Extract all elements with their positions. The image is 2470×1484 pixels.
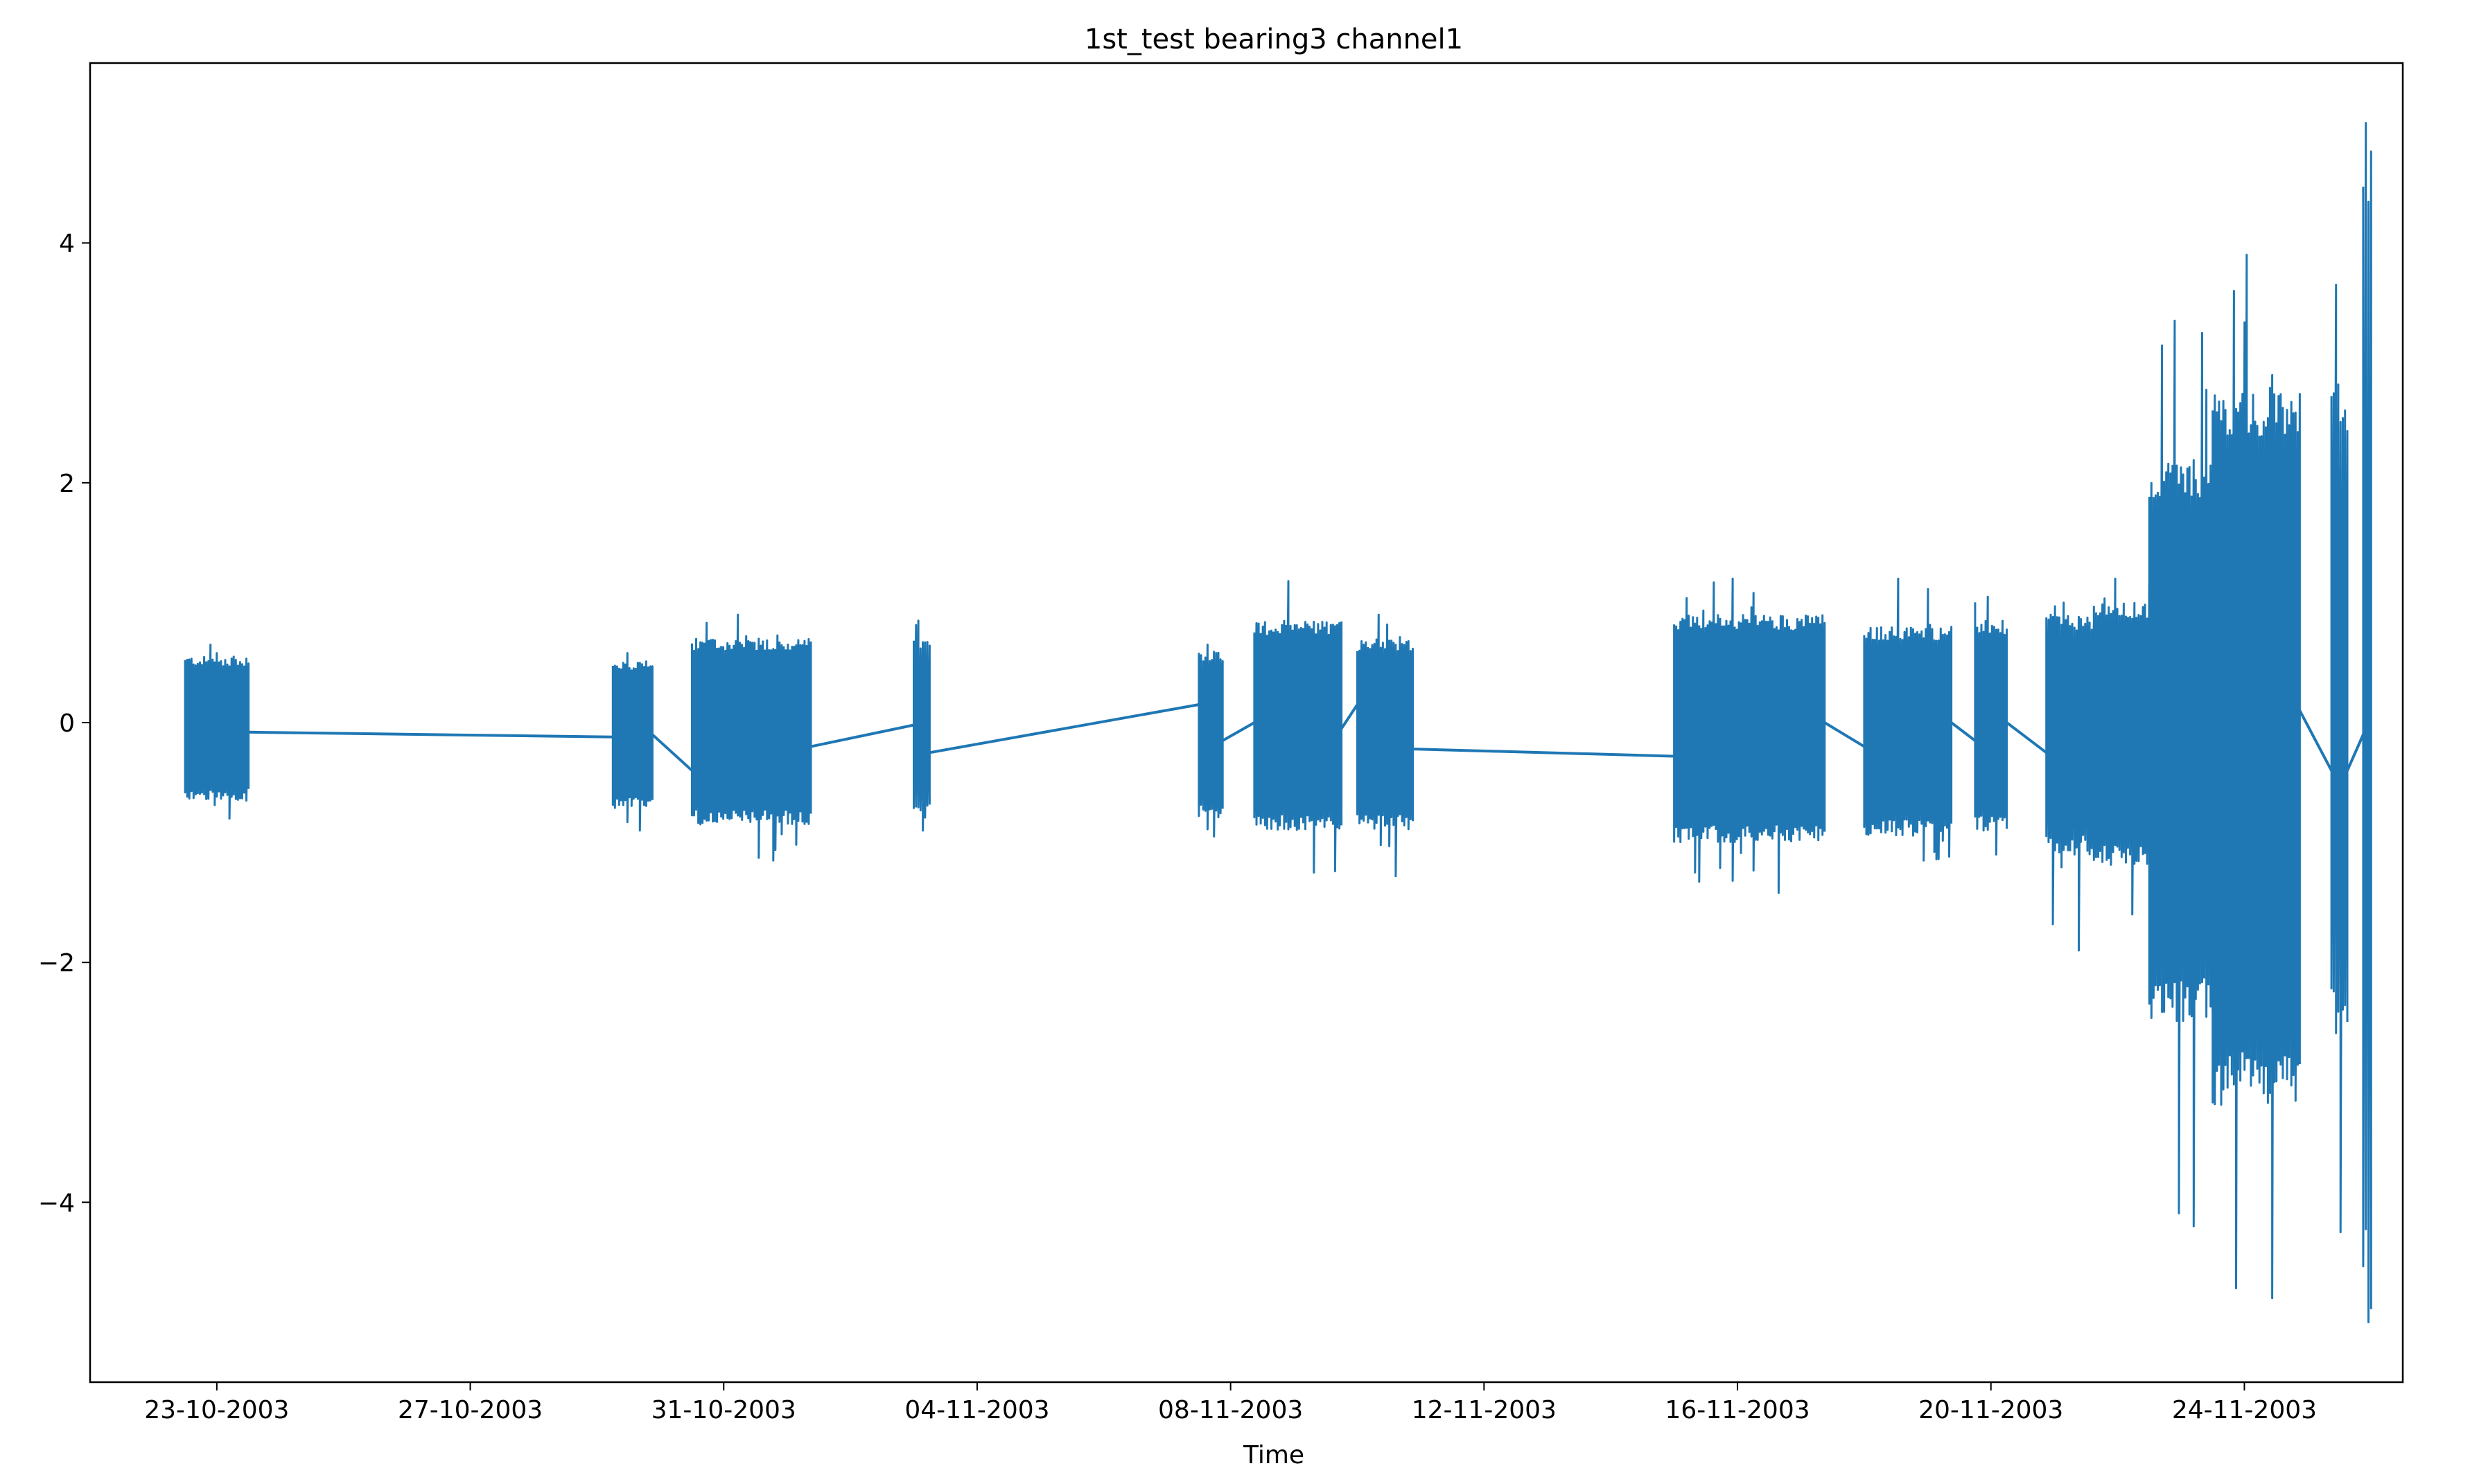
series-segment xyxy=(2330,283,2349,1234)
series-segment xyxy=(1863,577,1953,862)
x-tick-label: 31-10-2003 xyxy=(651,1396,796,1424)
y-tick-label: −2 xyxy=(38,949,75,978)
series-segment xyxy=(2211,254,2301,1300)
x-tick-label: 20-11-2003 xyxy=(1918,1396,2063,1424)
x-tick-label: 24-11-2003 xyxy=(2172,1396,2317,1424)
series-segment xyxy=(184,644,250,820)
series-segment xyxy=(1356,613,1414,878)
x-tick-label: 04-11-2003 xyxy=(904,1396,1049,1424)
series-segment xyxy=(2045,601,2095,952)
series-segment xyxy=(1673,577,1826,894)
y-tick-label: 4 xyxy=(59,230,75,258)
x-tick-label: 27-10-2003 xyxy=(398,1396,543,1424)
series-segment xyxy=(913,619,931,832)
series-segment xyxy=(2148,319,2214,1228)
series-segment xyxy=(611,652,654,832)
series-segment xyxy=(2362,122,2372,1323)
x-tick-label: 08-11-2003 xyxy=(1158,1396,1303,1424)
y-tick-label: −4 xyxy=(38,1189,75,1217)
x-axis: 23-10-2003 27-10-2003 31-10-2003 04-11-2003… xyxy=(144,1382,2317,1424)
series-segment xyxy=(2092,577,2151,916)
x-tick-label: 16-11-2003 xyxy=(1665,1396,1810,1424)
y-tick-label: 2 xyxy=(59,470,75,498)
x-tick-label: 12-11-2003 xyxy=(1412,1396,1557,1424)
x-axis-label: Time xyxy=(1243,1441,1304,1469)
y-tick-label: 0 xyxy=(59,709,75,738)
series-segment xyxy=(1253,580,1343,874)
x-tick-label: 23-10-2003 xyxy=(144,1396,289,1424)
series-segment xyxy=(691,613,812,862)
y-axis: −4 −2 0 2 4 xyxy=(38,230,90,1217)
chart-title: 1st_test bearing3 channel1 xyxy=(1085,24,1463,55)
series-segment xyxy=(1198,644,1224,838)
series-segment xyxy=(1974,595,2008,856)
series-layer xyxy=(184,122,2372,1323)
